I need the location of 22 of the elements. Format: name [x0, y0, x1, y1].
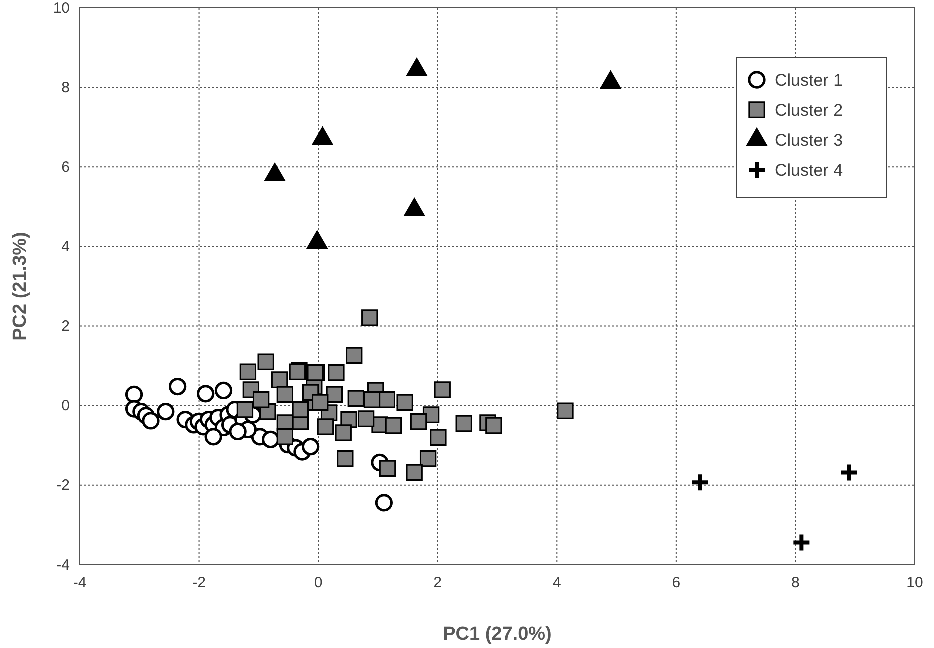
y-tick-label: 6 [62, 158, 70, 176]
y-tick-label: 4 [62, 238, 70, 256]
y-tick-label: 2 [62, 318, 70, 336]
y-tick-label: -2 [56, 477, 70, 494]
legend-label: Cluster 1 [775, 71, 844, 90]
y-tick-label: 10 [53, 0, 70, 17]
x-tick-label: 10 [906, 574, 924, 592]
y-tick-label: 0 [62, 398, 70, 415]
x-tick-label: -2 [192, 574, 206, 592]
legend-label: Cluster 3 [775, 131, 844, 150]
legend-label: Cluster 4 [775, 161, 844, 180]
x-tick-label: 8 [792, 574, 800, 592]
x-tick-label: -4 [73, 574, 87, 592]
x-tick-label: 6 [672, 574, 681, 592]
y-tick-label: 8 [62, 79, 70, 96]
x-axis-title: PC1 (27.0%) [443, 624, 552, 645]
y-axis-title: PC2 (21.3%) [10, 232, 31, 341]
y-tick-label: -4 [56, 556, 70, 574]
x-tick-label: 2 [434, 574, 442, 592]
legend-label: Cluster 2 [775, 101, 844, 120]
x-tick-label: 0 [314, 574, 323, 592]
x-tick-label: 4 [552, 574, 562, 592]
